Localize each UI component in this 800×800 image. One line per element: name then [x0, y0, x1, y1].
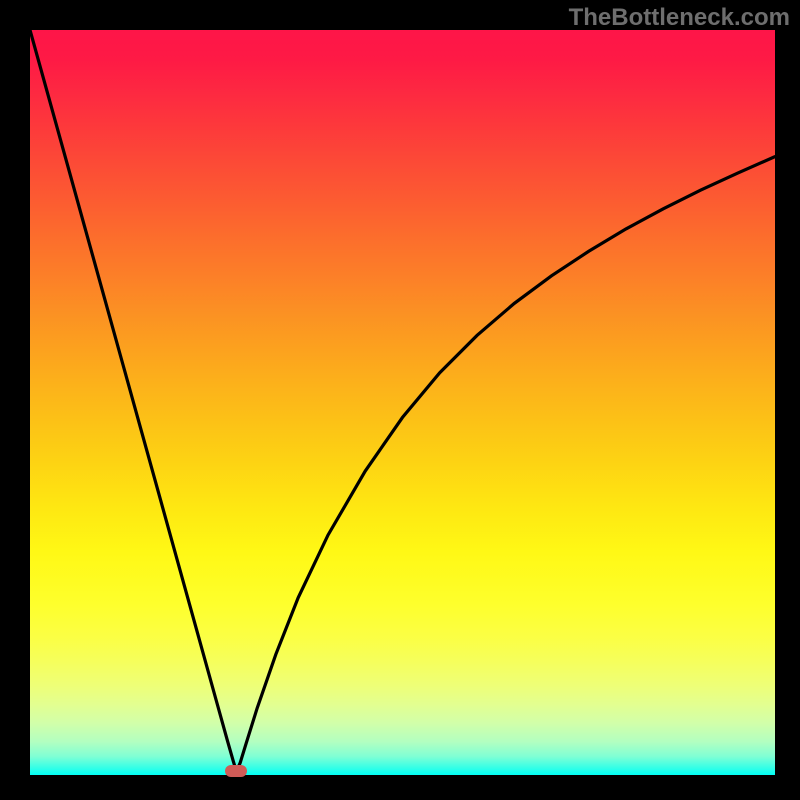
curve-right: [236, 157, 775, 772]
curve-svg: [30, 30, 775, 775]
chart-frame: TheBottleneck.com: [0, 0, 800, 800]
minimum-marker: [225, 765, 247, 777]
curve-left: [30, 30, 236, 771]
plot-area: [30, 30, 775, 775]
watermark-text: TheBottleneck.com: [569, 4, 790, 32]
